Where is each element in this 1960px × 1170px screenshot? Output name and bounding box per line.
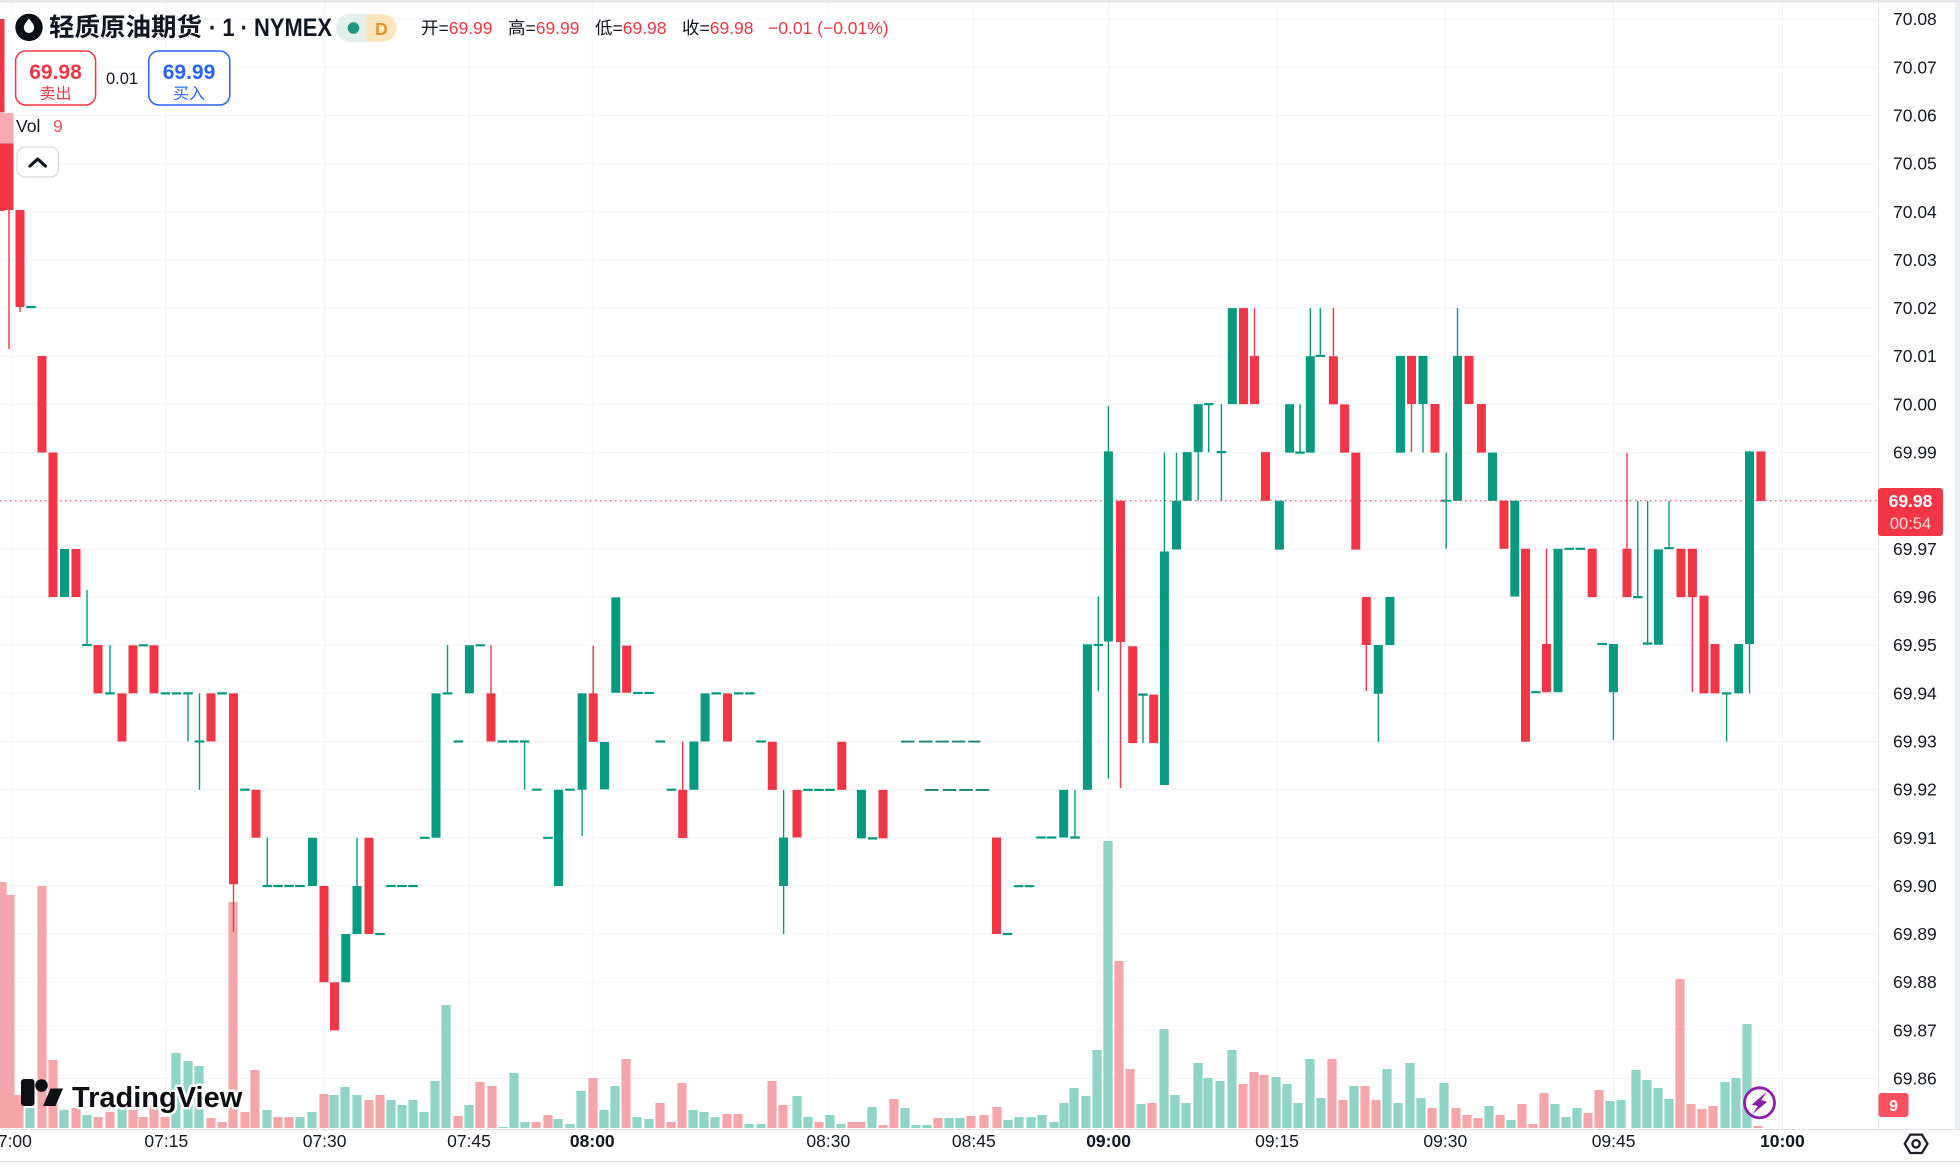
svg-text:08:00: 08:00 (570, 1131, 615, 1151)
svg-text:69.98: 69.98 (29, 61, 82, 84)
svg-text:00:54: 00:54 (1890, 515, 1931, 533)
svg-text:69.94: 69.94 (1893, 683, 1937, 703)
svg-text:69.97: 69.97 (1893, 539, 1937, 559)
svg-text:07:30: 07:30 (303, 1131, 347, 1151)
svg-text:08:30: 08:30 (806, 1131, 850, 1151)
svg-text:09:30: 09:30 (1423, 1131, 1467, 1151)
svg-text:· 1 · NYMEX: · 1 · NYMEX (209, 14, 332, 42)
svg-text:TradingView: TradingView (72, 1082, 243, 1114)
svg-text:70.03: 70.03 (1893, 250, 1937, 270)
svg-text:70.06: 70.06 (1893, 106, 1937, 126)
svg-text:69.91: 69.91 (1893, 828, 1937, 848)
svg-text:69.86: 69.86 (1893, 1069, 1937, 1089)
svg-text:69.87: 69.87 (1893, 1020, 1937, 1040)
svg-text:69.99: 69.99 (163, 61, 216, 84)
svg-text:70.07: 70.07 (1893, 57, 1937, 77)
svg-text:69.95: 69.95 (1893, 635, 1937, 655)
svg-text:69.90: 69.90 (1893, 876, 1937, 896)
svg-text:07:15: 07:15 (144, 1131, 188, 1151)
svg-text:69.96: 69.96 (1893, 587, 1937, 607)
svg-text:0.01: 0.01 (106, 70, 138, 88)
svg-text:70.04: 70.04 (1893, 202, 1937, 222)
svg-text:Vol: Vol (16, 116, 40, 136)
svg-text:09:00: 09:00 (1086, 1131, 1131, 1151)
svg-text:09:45: 09:45 (1592, 1131, 1636, 1151)
svg-text:70.00: 70.00 (1893, 394, 1937, 414)
svg-text:10:00: 10:00 (1760, 1131, 1805, 1151)
svg-text:69.88: 69.88 (1893, 972, 1937, 992)
svg-text:69.92: 69.92 (1893, 780, 1937, 800)
svg-text:69.99: 69.99 (1893, 443, 1937, 463)
svg-text:D: D (375, 19, 388, 39)
svg-text:9: 9 (1889, 1098, 1898, 1115)
svg-text:09:15: 09:15 (1255, 1131, 1299, 1151)
svg-text:70.05: 70.05 (1893, 154, 1937, 174)
svg-text:70.02: 70.02 (1893, 298, 1937, 318)
svg-text:69.98: 69.98 (1889, 491, 1933, 511)
svg-text:9: 9 (53, 116, 63, 136)
svg-text:07:00: 07:00 (0, 1131, 32, 1151)
svg-text:=69.99=69.99=69.98=69.98−0.01: =69.99 =69.99 =69.98 =69.98 −0.01 (−0.01%) (439, 18, 889, 38)
svg-text:08:45: 08:45 (952, 1131, 996, 1151)
svg-text:70.01: 70.01 (1893, 346, 1937, 366)
svg-text:07:45: 07:45 (447, 1131, 491, 1151)
svg-text:69.93: 69.93 (1893, 732, 1937, 752)
svg-text:70.08: 70.08 (1893, 9, 1937, 29)
svg-text:69.89: 69.89 (1893, 924, 1937, 944)
